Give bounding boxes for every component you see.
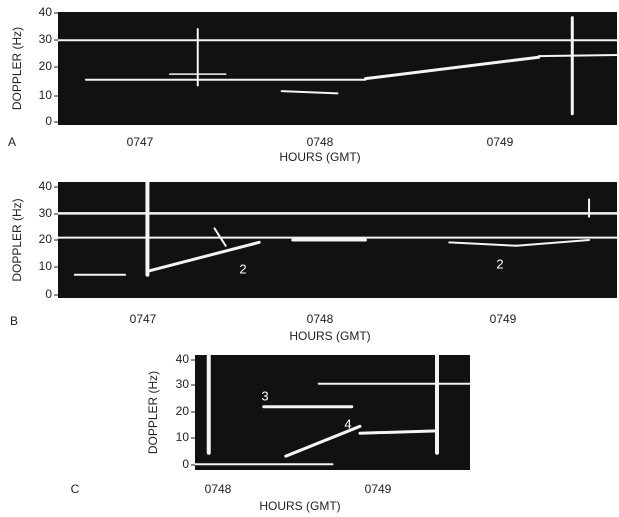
spectrogram [195,355,470,470]
x-axis-label: HOURS (GMT) [289,329,370,343]
x-axis-label: HOURS (GMT) [259,499,340,513]
signal-trace [213,227,227,247]
y-tick-label: 20 [39,232,53,246]
panel: 40 30 20 10 0 DOPPLER (Hz) 0747 0748 0749 HOURS (… [10,179,619,343]
y-tick-label: 20 [176,404,190,418]
x-tick-label: 0749 [490,312,517,326]
annotation: 2 [496,256,503,271]
y-axis-label: DOPPLER (Hz) [10,27,24,110]
signal-trace [537,53,618,58]
panel-label: C [71,482,80,496]
y-tick-label: 10 [39,88,53,102]
x-tick-label: 0747 [130,312,157,326]
y-tick-label: 40 [39,5,53,19]
signal-trace [280,90,339,95]
signal-trace [284,424,362,458]
panel: 40 30 20 10 0 DOPPLER (Hz) 0748 0749 HOURS (GMT)… [71,352,471,513]
signal-trace [358,429,439,435]
y-tick-label: 0 [45,287,52,301]
x-tick-label: 0748 [307,312,334,326]
signal-trace [145,240,261,273]
signal-trace [448,241,518,247]
spectrogram [58,12,617,125]
panel: 40 30 20 10 0 DOPPLER (Hz) 0747 0748 0749 HOURS (… [8,5,618,164]
y-tick-label: 10 [176,430,190,444]
signal-trace [515,239,591,247]
y-tick-label: 40 [39,179,53,193]
x-tick-label: 0747 [127,135,154,149]
y-tick-label: 0 [45,114,52,128]
x-axis-label: HOURS (GMT) [279,150,360,164]
x-tick-label: 0748 [205,482,232,496]
panel-label: B [10,314,18,328]
y-tick-label: 40 [176,352,190,366]
x-tick-label: 0749 [365,482,392,496]
x-tick-label: 0749 [487,135,514,149]
y-tick-label: 20 [39,59,53,73]
y-tick-label: 30 [39,206,53,220]
y-axis-label: DOPPLER (Hz) [146,371,160,454]
x-tick-label: 0748 [307,135,334,149]
annotation: 3 [261,388,268,403]
y-tick-label: 30 [39,32,53,46]
y-tick-label: 30 [176,377,190,391]
annotation: 2 [239,261,246,276]
signal-trace [363,55,541,81]
panel-label: A [8,135,16,149]
y-tick-label: 0 [182,457,189,471]
y-axis-label: DOPPLER (Hz) [10,198,24,281]
y-tick-label: 10 [39,259,53,273]
annotation: 4 [344,416,351,431]
